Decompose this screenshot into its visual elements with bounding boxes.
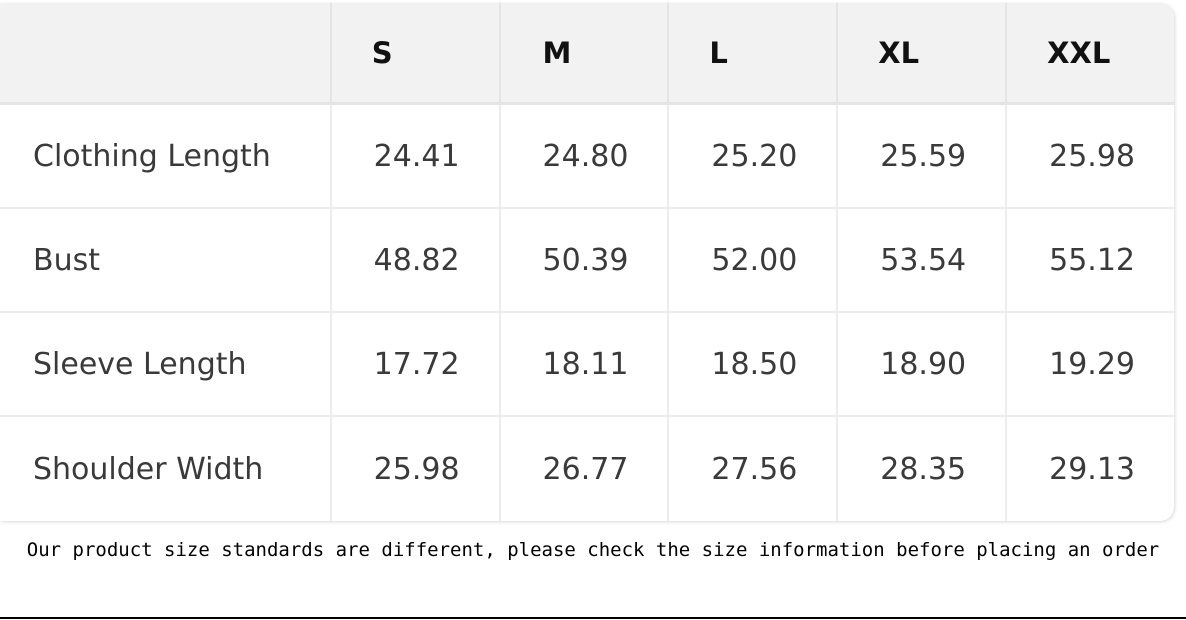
row-label: Bust <box>33 242 100 278</box>
header-cell-xxl: XXL <box>1005 3 1174 102</box>
header-cell-s: S <box>329 3 499 102</box>
row-label: Clothing Length <box>33 138 271 174</box>
table-cell: 18.90 <box>836 313 1005 415</box>
table-cell: 18.11 <box>498 313 668 415</box>
table-cell: 26.77 <box>498 417 668 521</box>
table-row: Sleeve Length 17.72 18.11 18.50 18.90 19.29 <box>0 313 1174 417</box>
table-cell: 29.13 <box>1005 417 1174 521</box>
table-cell: 55.12 <box>1005 209 1174 311</box>
table-cell: 25.98 <box>1005 105 1174 207</box>
row-label: Sleeve Length <box>33 346 247 382</box>
table-header-row: S M L XL XXL <box>0 3 1174 105</box>
table-cell: 48.82 <box>329 209 499 311</box>
header-cell <box>0 3 330 102</box>
size-chart-table: S M L XL XXL Clothing Length 24.41 24.80 25… <box>0 3 1174 521</box>
table-row: Shoulder Width 25.98 26.77 27.56 28.35 29.13 <box>0 417 1174 521</box>
table-cell: 17.72 <box>329 313 499 415</box>
table-cell: 24.80 <box>498 105 668 207</box>
table-cell: 27.56 <box>667 417 836 521</box>
header-cell-xl: XL <box>836 3 1005 102</box>
header-cell-l: L <box>667 3 836 102</box>
row-label: Shoulder Width <box>33 451 264 487</box>
table-cell: 18.50 <box>667 313 836 415</box>
size-notice-caption: Our product size standards are different… <box>26 539 1160 561</box>
table-cell: 25.59 <box>836 105 1005 207</box>
divider <box>0 617 1186 619</box>
table-cell: 25.98 <box>329 417 499 521</box>
table-cell: 19.29 <box>1005 313 1174 415</box>
table-cell: 28.35 <box>836 417 1005 521</box>
table-row: Clothing Length 24.41 24.80 25.20 25.59 25.98 <box>0 105 1174 209</box>
table-row: Bust 48.82 50.39 52.00 53.54 55.12 <box>0 209 1174 313</box>
header-cell-m: M <box>498 3 668 102</box>
table-cell: 50.39 <box>498 209 668 311</box>
table-cell: 52.00 <box>667 209 836 311</box>
table-cell: 24.41 <box>329 105 499 207</box>
table-cell: 53.54 <box>836 209 1005 311</box>
table-cell: 25.20 <box>667 105 836 207</box>
